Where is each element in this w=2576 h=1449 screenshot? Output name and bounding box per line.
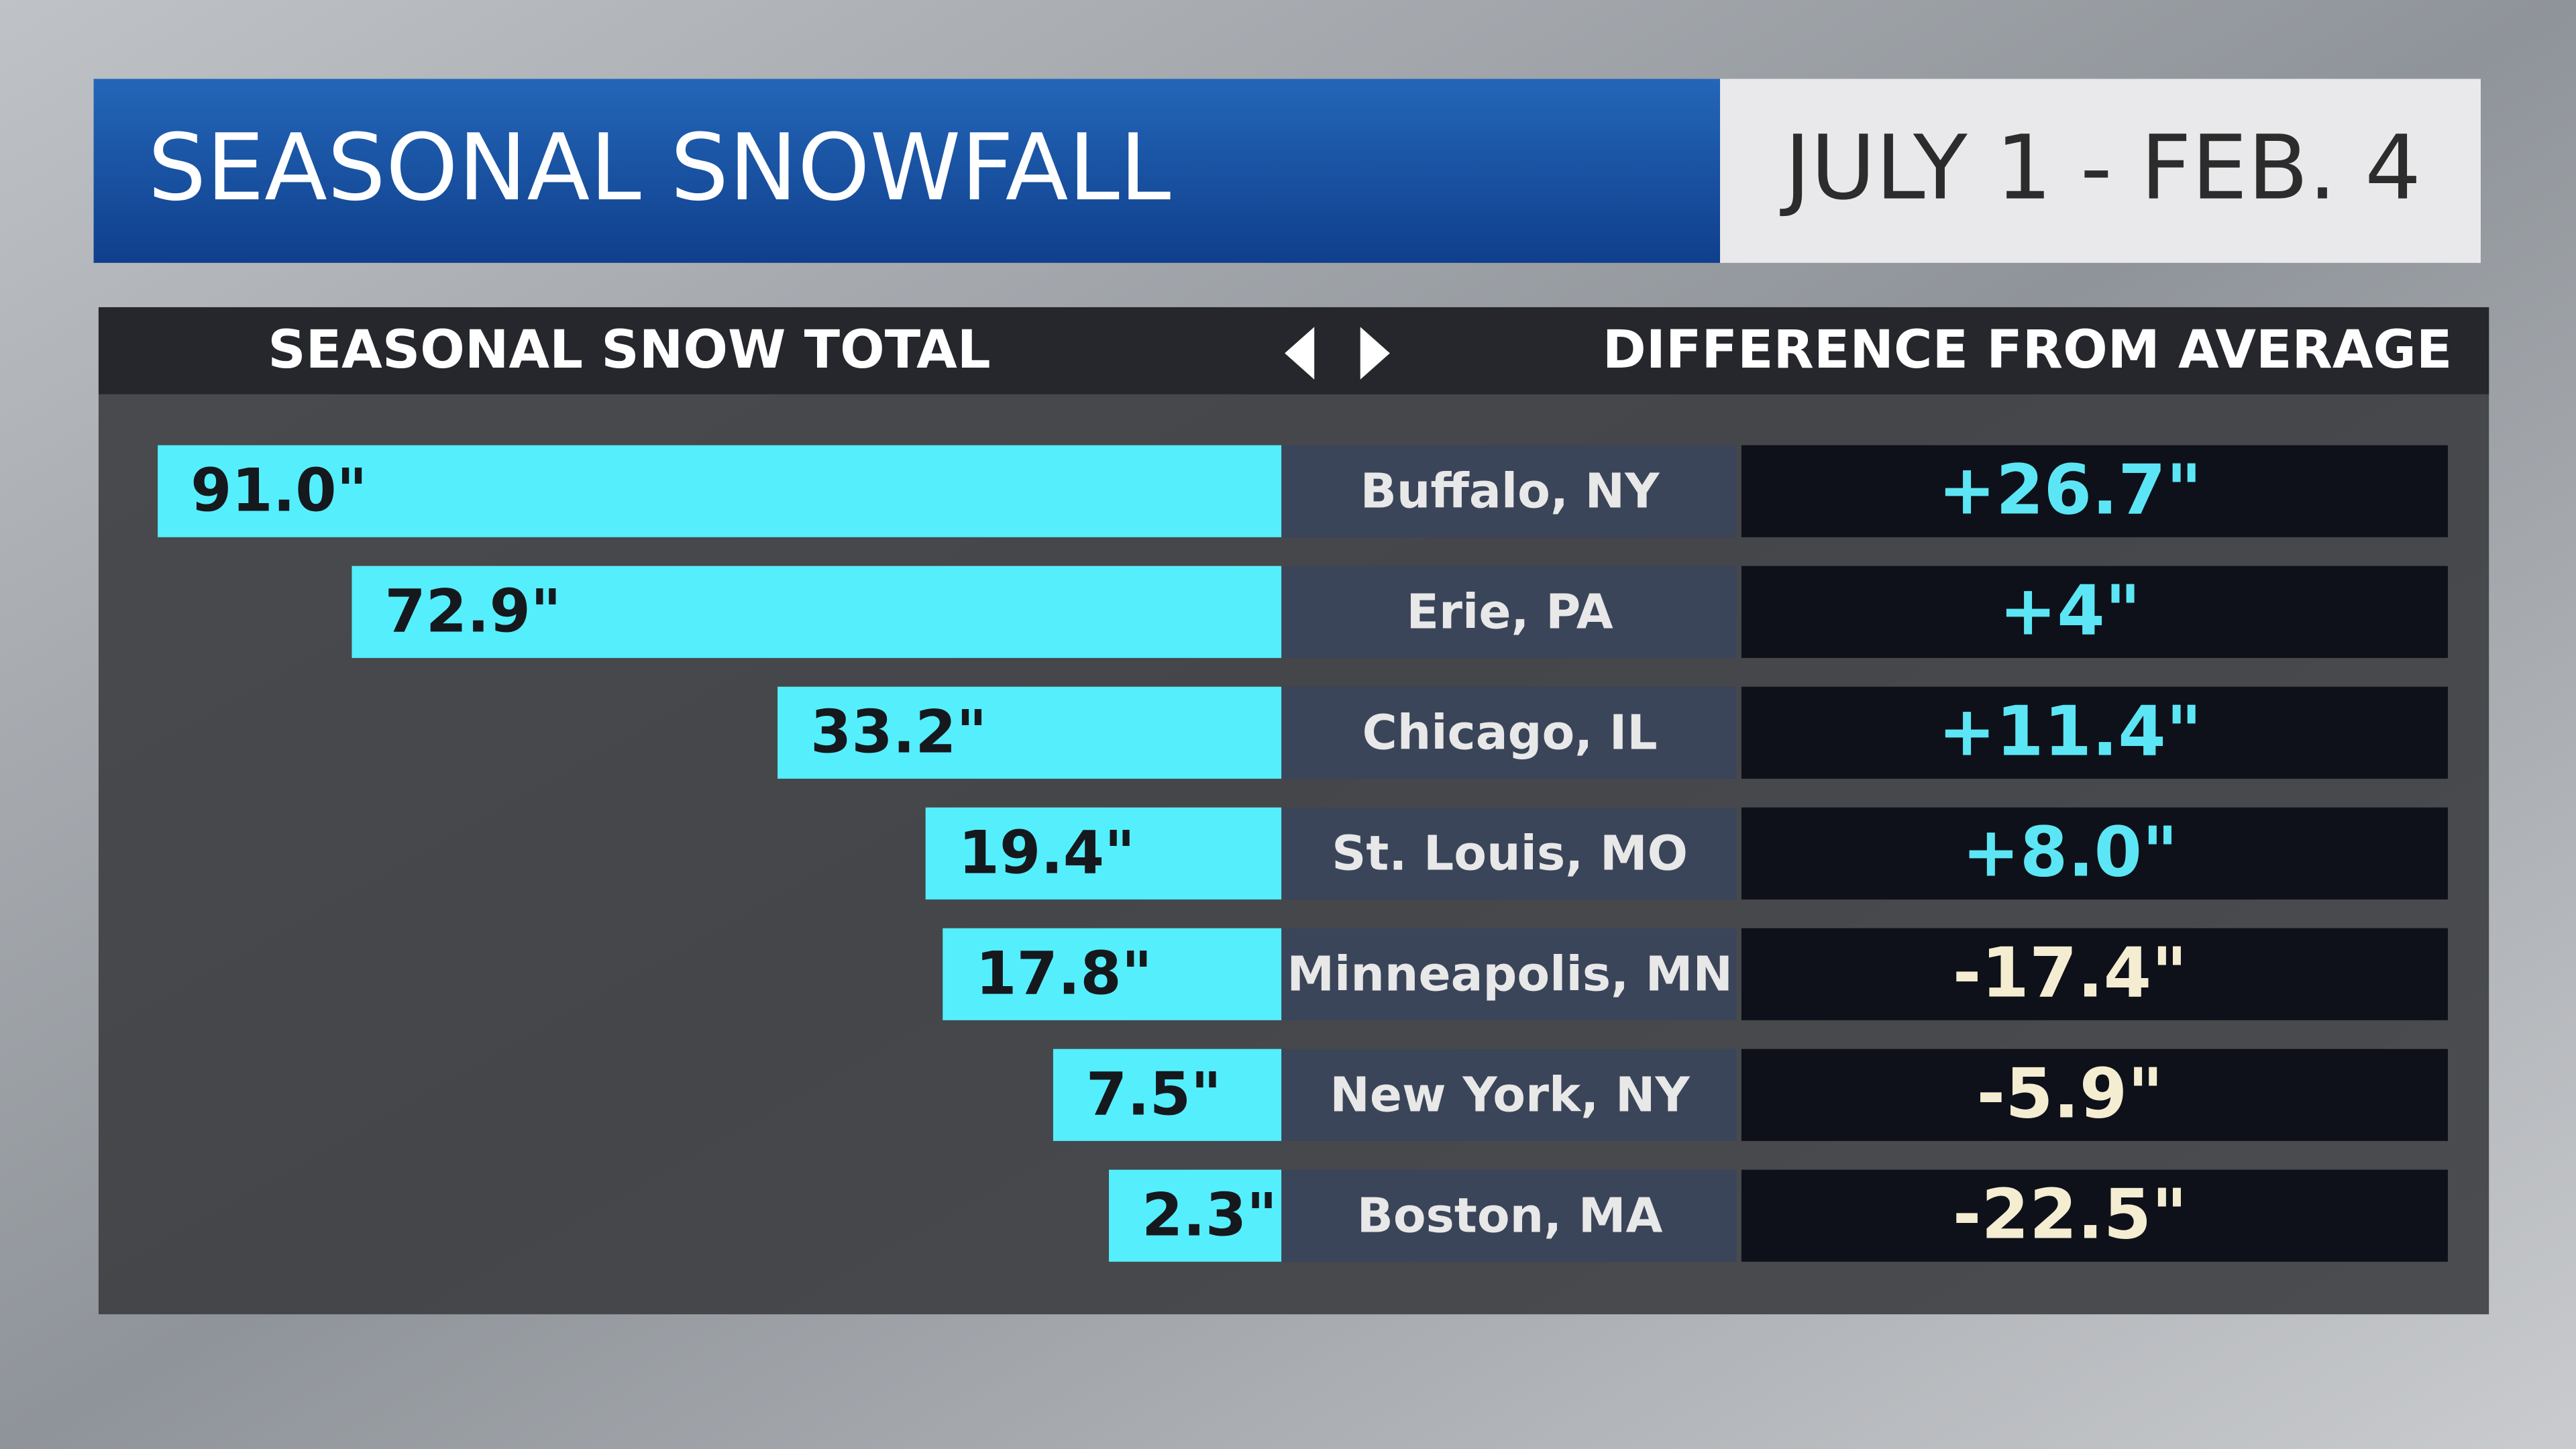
bar	[352, 566, 1282, 658]
bar	[777, 686, 1282, 779]
bar-label: 17.8"	[975, 939, 1152, 1008]
chart-title: SEASONAL SNOWFALL	[148, 115, 1171, 221]
city-label: St. Louis, MO	[1332, 826, 1688, 881]
bar-label: 91.0"	[191, 456, 367, 525]
bar	[158, 445, 1282, 537]
city-cell	[1281, 445, 1737, 537]
value-header: SEASONAL SNOW TOTAL	[268, 319, 990, 380]
arrow-right	[1360, 327, 1390, 380]
city-cell	[1281, 686, 1737, 779]
city-cell	[1281, 566, 1737, 658]
difference-label: -17.4"	[1953, 933, 2188, 1013]
city-label: Boston, MA	[1357, 1188, 1663, 1244]
city-label: Erie, PA	[1406, 584, 1613, 640]
city-cell	[1281, 1049, 1737, 1141]
bar	[925, 807, 1282, 900]
city-label: Buffalo, NY	[1360, 464, 1660, 519]
bar	[1053, 1049, 1282, 1141]
city-cell	[1281, 807, 1737, 900]
difference-cell	[1741, 445, 2448, 537]
difference-cell	[1741, 1169, 2448, 1262]
bar	[943, 928, 1282, 1020]
difference-label: +8.0"	[1962, 812, 2178, 892]
bar-label: 33.2"	[810, 698, 987, 767]
bar-label: 72.9"	[384, 577, 561, 646]
difference-cell	[1741, 1049, 2448, 1141]
difference-cell	[1741, 686, 2448, 779]
difference-cell	[1741, 566, 2448, 658]
city-cell	[1281, 1169, 1737, 1262]
bar	[1109, 1169, 1282, 1262]
difference-label: +11.4"	[1938, 692, 2202, 771]
title-bar	[93, 78, 1721, 263]
date-box	[1720, 78, 2481, 263]
difference-label: -22.5"	[1953, 1175, 2188, 1254]
city-cell	[1281, 928, 1737, 1020]
city-label: New York, NY	[1330, 1067, 1690, 1123]
city-label: Chicago, IL	[1362, 705, 1658, 761]
difference-header: DIFFERENCE FROM AVERAGE	[1603, 319, 2453, 380]
arrow-left	[1285, 327, 1315, 380]
chart-subtitle: JULY 1 - FEB. 4	[1780, 117, 2421, 220]
city-label: Minneapolis, MN	[1287, 947, 1733, 1002]
difference-label: +4"	[1999, 571, 2141, 651]
bar-label: 2.3"	[1142, 1181, 1277, 1250]
difference-label: -5.9"	[1976, 1054, 2163, 1134]
difference-cell	[1741, 807, 2448, 900]
bar-label: 7.5"	[1086, 1060, 1222, 1129]
difference-label: +26.7"	[1938, 450, 2202, 530]
difference-cell	[1741, 928, 2448, 1020]
bar-label: 19.4"	[959, 818, 1135, 888]
